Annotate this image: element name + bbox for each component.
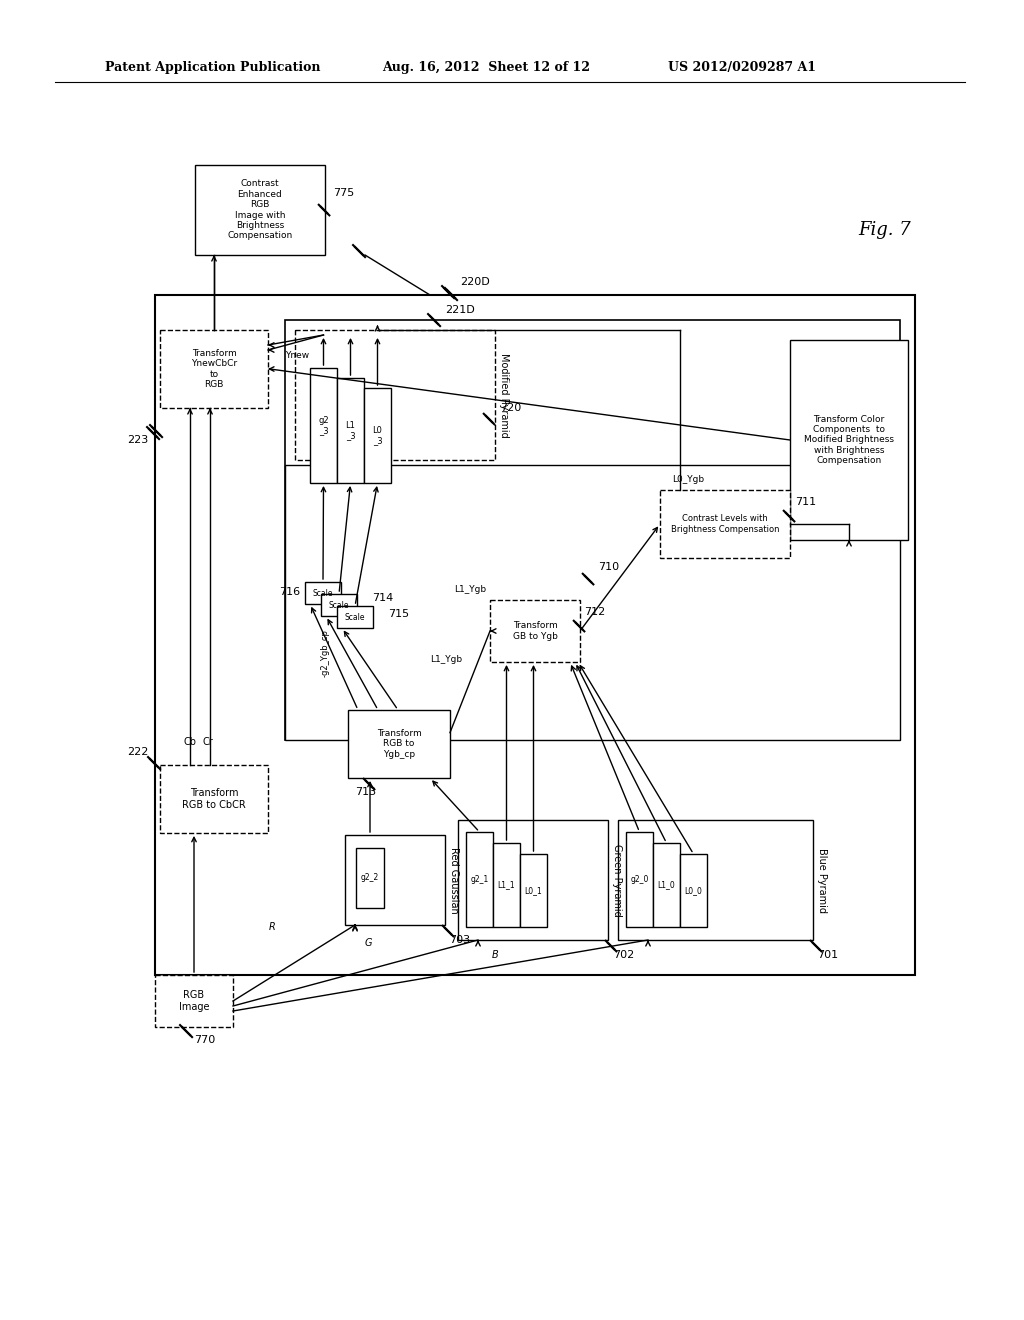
Bar [195,165,325,255]
Bar [295,330,495,459]
Bar [337,606,373,628]
Text: L0_1: L0_1 [524,886,543,895]
Text: Red Gaussian: Red Gaussian [449,846,459,913]
Bar [155,975,233,1027]
Bar [490,601,580,663]
Text: L1_Ygb: L1_Ygb [430,656,462,664]
Text: 715: 715 [388,609,410,619]
Text: L0
_3: L0 _3 [373,426,382,445]
Bar [285,319,900,741]
Bar [321,594,357,616]
Bar [680,854,707,927]
Text: 714: 714 [372,593,393,603]
Text: R: R [268,921,275,932]
Text: L1_Ygb: L1_Ygb [454,586,486,594]
Text: Transform
RGB to CbCR: Transform RGB to CbCR [182,788,246,809]
Text: B: B [492,950,499,960]
Text: 701: 701 [817,950,838,960]
Bar [653,843,680,927]
Text: L0_0: L0_0 [685,886,702,895]
Text: Aug. 16, 2012  Sheet 12 of 12: Aug. 16, 2012 Sheet 12 of 12 [382,62,590,74]
Text: g2_0: g2_0 [631,875,648,884]
Text: G: G [365,939,372,948]
Text: 775: 775 [333,187,354,198]
Text: 712: 712 [584,607,605,616]
Bar [155,294,915,975]
Text: Transform
YnewCbCr
to
RGB: Transform YnewCbCr to RGB [190,348,238,389]
Text: 710: 710 [598,562,620,572]
Text: 711: 711 [795,498,816,507]
Text: 702: 702 [613,950,634,960]
Bar [160,330,268,408]
Text: Ynew: Ynew [285,351,309,359]
Text: 770: 770 [194,1035,215,1045]
Text: RGB
Image: RGB Image [179,990,209,1012]
Bar [660,490,790,558]
Bar [520,854,547,927]
Bar [458,820,608,940]
Text: Blue Pyramid: Blue Pyramid [817,847,827,912]
Text: Scale: Scale [345,612,366,622]
Text: L1
_3: L1 _3 [345,421,355,440]
Text: Green Pyramid: Green Pyramid [612,843,622,916]
Text: 703: 703 [449,935,470,945]
Text: Scale: Scale [312,589,333,598]
Text: Transform
GB to Ygb: Transform GB to Ygb [513,622,557,640]
Text: 223: 223 [127,436,148,445]
Bar [790,341,908,540]
Text: L1_0: L1_0 [657,880,676,890]
Text: 222: 222 [127,747,148,756]
Bar [348,710,450,777]
Bar [356,847,384,908]
Text: 221D: 221D [445,305,475,315]
Text: Modified Pyramid: Modified Pyramid [499,352,509,437]
Text: Scale: Scale [329,601,349,610]
Text: 220D: 220D [460,277,489,286]
Text: Contrast Levels with
Brightness Compensation: Contrast Levels with Brightness Compensa… [671,515,779,533]
Text: 713: 713 [355,787,376,797]
Bar [345,836,445,925]
Text: 720: 720 [500,403,521,413]
Text: Fig. 7: Fig. 7 [858,220,910,239]
Text: Cb: Cb [183,737,197,747]
Text: L0_Ygb: L0_Ygb [672,475,705,484]
Text: g2
_3: g2 _3 [318,416,329,436]
Bar [337,378,364,483]
Bar [305,582,341,605]
Bar [160,766,268,833]
Bar [364,388,391,483]
Bar [618,820,813,940]
Text: US 2012/0209287 A1: US 2012/0209287 A1 [668,62,816,74]
Text: g2_2: g2_2 [360,874,379,883]
Bar [626,832,653,927]
Text: Transform
RGB to
Ygb_cp: Transform RGB to Ygb_cp [377,729,421,759]
Text: L1_1: L1_1 [498,880,515,890]
Text: 716: 716 [279,587,300,597]
Bar [493,843,520,927]
Text: g2_1: g2_1 [470,875,488,884]
Bar [310,368,337,483]
Text: Contrast
Enhanced
RGB
Image with
Brightness
Compensation: Contrast Enhanced RGB Image with Brightn… [227,180,293,240]
Bar [285,465,900,741]
Text: Transform Color
Components  to
Modified Brightness
with Brightness
Compensation: Transform Color Components to Modified B… [804,414,894,465]
Text: Patent Application Publication: Patent Application Publication [105,62,321,74]
Text: -g2_Ygb_cp: -g2_Ygb_cp [321,630,330,677]
Text: Cr: Cr [203,737,213,747]
Bar [466,832,493,927]
